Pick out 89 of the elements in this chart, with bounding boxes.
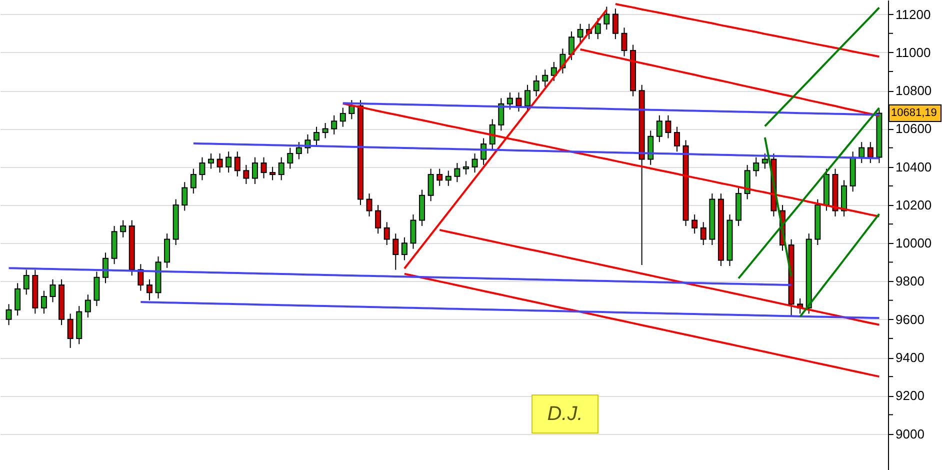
candlestick [762,152,768,170]
candlestick [612,8,618,40]
candlestick [445,170,452,186]
y-tick-label: 9800 [896,274,924,289]
y-tick-label: 9400 [896,350,924,366]
candlestick [6,304,12,326]
candlestick [489,118,496,150]
y-tick-label: 11000 [896,44,931,60]
candlestick [648,130,654,166]
candlestick [428,168,434,202]
candlestick [234,151,240,177]
candlestick [199,156,206,181]
candlestick [524,84,531,112]
line-series [438,228,880,326]
candlestick [550,61,557,82]
candlestick [190,168,196,194]
candlestick [462,160,469,175]
candlestick [392,233,399,270]
candlestick [867,142,874,164]
candlestick [278,156,284,181]
y-tick-label: 10400 [896,159,932,174]
candlestick [182,182,188,212]
text: 10681,19 [891,107,937,120]
candlestick [216,152,223,174]
candlestick [384,222,390,246]
candlestick [331,114,338,135]
candlestick [744,164,750,200]
candlestick [577,23,584,44]
candlestick [410,214,416,250]
candlestick [858,142,865,164]
candlestick [14,282,21,316]
candlestick [700,222,706,246]
candlestick [516,92,522,112]
candlestick [340,107,346,128]
line-series [140,301,880,320]
candlestick [656,114,662,143]
line-series [799,212,880,318]
candlestick [753,156,760,177]
candlestick [50,278,56,303]
candlestick [226,151,232,174]
line-series [614,3,880,58]
candlestick [260,156,267,179]
candlestick [84,294,91,318]
candlestick [674,126,680,152]
candlestick [296,142,302,160]
candlestick [436,168,443,186]
y-tick-label: 10800 [896,83,932,98]
candlestick [243,164,250,184]
line-series [738,106,880,280]
candlestick [621,27,628,57]
y-tick-label: 9000 [896,426,924,442]
candlestick [94,271,100,307]
candlestick [472,152,478,174]
candlestick [604,6,610,30]
candlestick [67,313,74,348]
candlestick [120,220,126,238]
y-tick-label: 9600 [896,312,924,327]
line-series [764,6,880,128]
candlestick [506,92,513,110]
candlestick [533,74,540,97]
candlestick [314,126,320,146]
candlestick [401,236,408,261]
annotation: D.J. [547,403,583,425]
candlestick [164,233,170,268]
candlestick [146,278,152,301]
line-series [403,272,880,378]
y-tick-label: 10600 [896,121,932,136]
candlestick [454,162,460,183]
y-tick-label: 10000 [896,236,932,251]
y-tick-label: 11200 [896,6,931,22]
candlestick [102,252,109,284]
candlestick [322,122,328,139]
candlestick [208,152,214,170]
candlestick [692,214,698,234]
candlestick [252,156,258,184]
candlestick [23,269,30,296]
y-tick-label: 10200 [896,197,932,212]
candlestick [375,204,382,234]
candlestick [498,98,504,132]
candlestick [287,147,294,170]
candlestick [366,193,372,217]
y-tick-label: 9200 [896,388,924,404]
candlestick [665,114,672,139]
line-series [579,48,880,117]
candlestick [270,166,276,181]
candlestick [40,290,47,314]
candlestick [568,30,574,61]
candlestick [542,69,548,88]
candlestick [594,18,601,40]
